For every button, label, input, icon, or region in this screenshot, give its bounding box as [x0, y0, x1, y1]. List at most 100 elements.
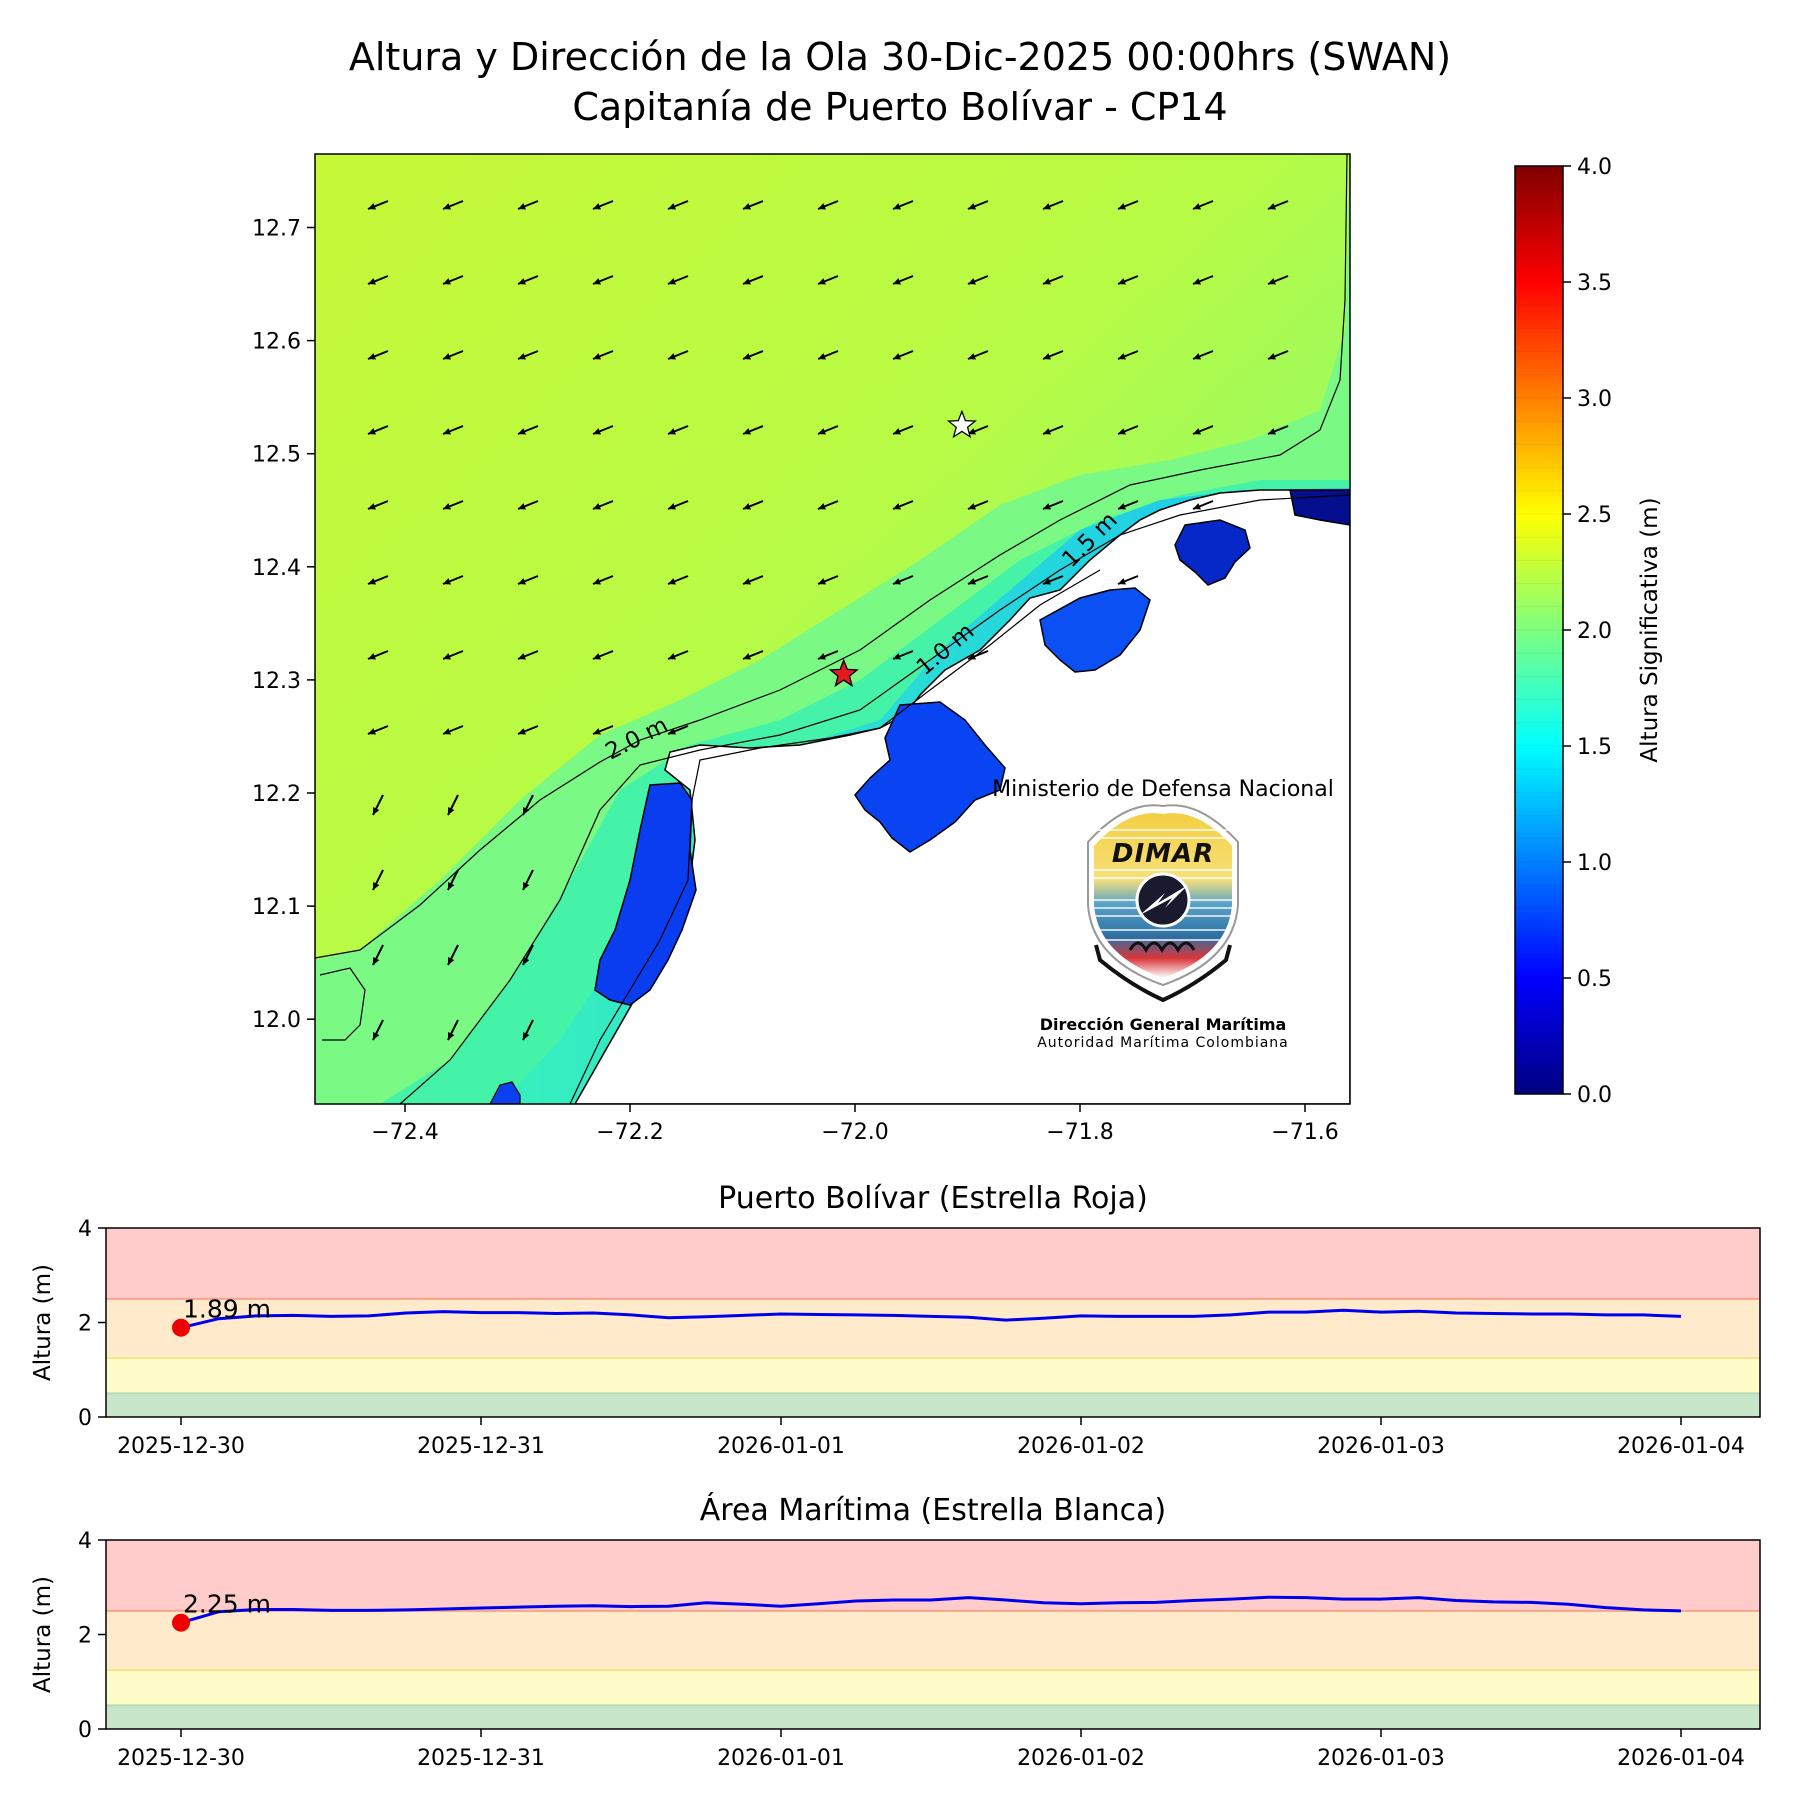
wave-arrow	[442, 575, 464, 585]
current-value-label: 2.25 m	[183, 1590, 271, 1619]
colorbar-tick-label: 0.0	[1577, 1083, 1612, 1108]
risk-band	[106, 1357, 1760, 1394]
colorbar-gradient	[1514, 165, 1564, 1095]
wave-arrow	[1042, 275, 1064, 285]
logo-ministry-text: Ministerio de Defensa Nacional	[992, 777, 1334, 802]
current-value-point	[172, 1318, 190, 1337]
wave-arrow	[967, 275, 989, 285]
red-star-puerto-bolivar	[828, 658, 859, 688]
logo-emblem-bolt	[1140, 885, 1188, 915]
wave-arrow	[667, 650, 689, 660]
wave-arrow	[367, 200, 389, 210]
map-ytick-label: 12.7	[252, 217, 301, 242]
wave-arrow	[592, 350, 614, 360]
wave-arrow	[817, 200, 839, 210]
timeseries-ylabel: Altura (m)	[30, 1264, 56, 1381]
xtick-label: 2026-01-03	[1317, 1434, 1445, 1459]
logo-name-text: Dirección General Marítima	[1040, 1015, 1287, 1034]
wave-arrow	[667, 200, 689, 210]
colorbar-tick-label: 4.0	[1577, 155, 1612, 180]
wave-arrow	[592, 725, 614, 735]
contour-1-0m	[569, 569, 1101, 1104]
wave-arrow	[442, 350, 464, 360]
wave-arrow	[372, 944, 384, 966]
wave-arrow	[967, 500, 989, 510]
xtick-label: 2026-01-02	[1017, 1434, 1145, 1459]
colorbar-label: Altura Significativa (m)	[1637, 497, 1663, 762]
ytick-label: 0	[78, 1406, 92, 1431]
wave-arrow	[1117, 200, 1139, 210]
wave-arrow	[667, 575, 689, 585]
white-star-area-maritima	[946, 409, 977, 439]
wave-arrow	[517, 425, 539, 435]
wave-arrow	[442, 425, 464, 435]
timeseries-title: Área Marítima (Estrella Blanca)	[700, 1492, 1166, 1528]
map-ytick-label: 12.2	[252, 782, 301, 807]
lagoon-northeast	[1289, 489, 1350, 526]
wave-arrow	[967, 200, 989, 210]
wave-arrow	[742, 500, 764, 510]
wave-arrow	[1042, 575, 1064, 585]
risk-band	[106, 1610, 1760, 1670]
current-value-point	[172, 1613, 190, 1632]
xtick-label: 2026-01-03	[1317, 1746, 1445, 1771]
xtick-label: 2025-12-31	[417, 1434, 545, 1459]
wave-arrow	[442, 650, 464, 660]
map-xtick-label: −71.6	[1271, 1120, 1338, 1145]
wave-height-line	[180, 1595, 1682, 1625]
figure-title: Altura y Dirección de la Ola 30-Dic-2025…	[349, 35, 1451, 79]
wave-arrow	[667, 425, 689, 435]
ytick-label: 0	[78, 1718, 92, 1743]
wave-arrow	[367, 425, 389, 435]
wave-arrow	[522, 944, 534, 966]
wave-height-map: 2.0 m 1.5 m 1.0 m −72.4 −72.2 −72.0 −71.8 −7…	[252, 153, 1351, 1145]
wave-arrow	[967, 350, 989, 360]
wave-arrow	[522, 869, 534, 891]
timeseries-puerto-bolivar: Puerto Bolívar (Estrella Roja) 1.89 m 0 2 4A…	[30, 1181, 1761, 1459]
lagoon-bahia-hondita	[1039, 587, 1151, 673]
wave-arrow	[592, 425, 614, 435]
lagoon-bahia-honda	[854, 701, 1006, 853]
colorbar-tick-label: 0.5	[1577, 967, 1612, 992]
contour-2-0m-island	[319, 967, 366, 1041]
map-frame	[314, 153, 1351, 1105]
timeseries-title: Puerto Bolívar (Estrella Roja)	[718, 1181, 1148, 1216]
map-ytick-label: 12.4	[252, 556, 301, 581]
wave-arrow	[372, 794, 384, 816]
wave-arrow	[892, 575, 914, 585]
wave-arrow	[892, 275, 914, 285]
colorbar: 4.0 3.5 3.0 2.5 2.0 1.5 1.0 0.5 0.0 Altura Signi…	[1514, 155, 1663, 1108]
wave-arrow	[367, 500, 389, 510]
timeseries-area-maritima: Área Marítima (Estrella Blanca) 2.25 m 0 2 4…	[30, 1492, 1761, 1771]
lagoon-east	[1174, 519, 1251, 586]
wave-arrow	[817, 500, 839, 510]
wave-direction-arrows	[367, 200, 1289, 1041]
wave-arrow	[517, 725, 539, 735]
wave-arrow	[1192, 200, 1214, 210]
wave-arrow	[1117, 575, 1139, 585]
wave-arrow	[592, 575, 614, 585]
wave-arrow	[522, 1019, 534, 1041]
figure-subtitle: Capitanía de Puerto Bolívar - CP14	[572, 85, 1227, 129]
wave-arrow	[367, 725, 389, 735]
map-xtick-label: −72.2	[596, 1120, 663, 1145]
wave-arrow	[1192, 425, 1214, 435]
wave-arrow	[367, 650, 389, 660]
wave-arrow	[892, 425, 914, 435]
wave-arrow	[517, 500, 539, 510]
wave-arrow	[817, 275, 839, 285]
wave-arrow	[522, 794, 534, 816]
wave-arrow	[447, 794, 459, 816]
xtick-label: 2025-12-30	[117, 1746, 245, 1771]
wave-arrow	[892, 650, 914, 660]
current-value-label: 1.89 m	[183, 1295, 271, 1324]
logo-subtitle-text: Autoridad Marítima Colombiana	[1037, 1035, 1289, 1051]
map-ytick-label: 12.6	[252, 330, 301, 355]
wave-arrow	[742, 350, 764, 360]
map-ytick-label: 12.1	[252, 895, 301, 920]
wave-arrow	[1117, 350, 1139, 360]
colorbar-ticks: 4.0 3.5 3.0 2.5 2.0 1.5 1.0 0.5 0.0	[1563, 155, 1612, 1108]
wave-arrow	[817, 425, 839, 435]
wave-arrow	[967, 650, 989, 660]
